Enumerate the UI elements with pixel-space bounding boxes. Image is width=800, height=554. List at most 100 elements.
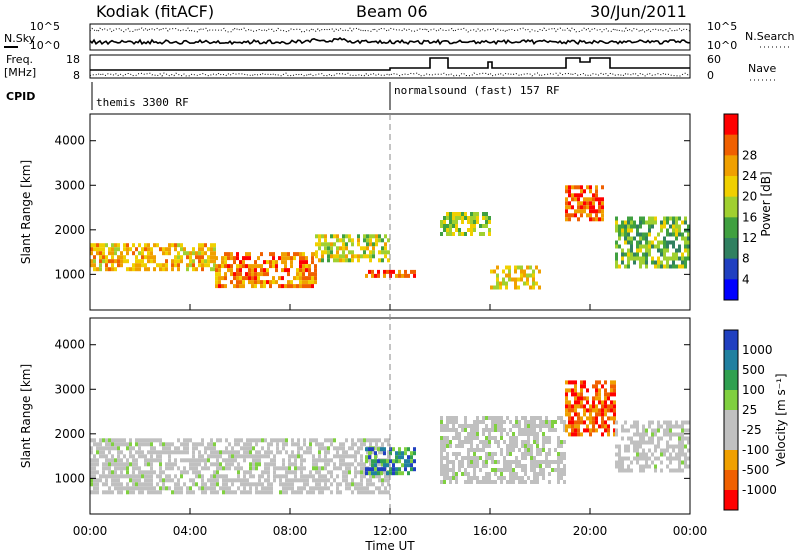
heatmap-cell [357,470,360,475]
heatmap-cell [654,468,657,473]
heatmap-cell [318,458,321,463]
heatmap-cell [449,220,452,224]
heatmap-cell [150,442,153,447]
heatmap-cell [524,420,527,424]
heatmap-cell [369,462,372,467]
heatmap-cell [105,490,108,495]
heatmap-cell [521,480,524,484]
heatmap-cell [150,454,153,459]
heatmap-cell [210,243,213,248]
heatmap-cell [192,259,195,264]
heatmap-cell [675,224,678,229]
heatmap-cell [126,486,129,491]
heatmap-cell [96,490,99,495]
nsearch-tick-top: 10^5 [707,20,737,33]
heatmap-cell [186,470,189,475]
heatmap-cell [251,284,254,289]
heatmap-cell [509,444,512,448]
heatmap-cell [150,458,153,463]
heatmap-cell [96,243,99,248]
heatmap-cell [669,436,672,441]
heatmap-cell [500,432,503,436]
heatmap-cell [452,232,455,236]
heatmap-cell [577,400,580,405]
heatmap-cell [318,242,321,247]
heatmap-cell [357,234,360,239]
heatmap-cell [303,442,306,447]
heatmap-cell [461,212,464,216]
heatmap-cell [482,428,485,432]
colorbar-tick: 16 [742,210,757,224]
heatmap-cell [627,252,630,257]
colorbar-segment [724,430,738,451]
cpid-segment-1: themis 3300 RF [96,96,189,109]
heatmap-cell [162,263,165,268]
heatmap-cell [108,486,111,491]
nsearch-label: N.Search [745,30,795,43]
heatmap-cell [533,428,536,432]
heatmap-cell [249,486,252,491]
heatmap-cell [93,486,96,491]
heatmap-cell [624,456,627,461]
heatmap-cell [198,470,201,475]
heatmap-cell [443,436,446,440]
heatmap-cell [96,462,99,467]
heatmap-cell [648,220,651,225]
heatmap-cell [482,476,485,480]
heatmap-cell [461,216,464,220]
heatmap-cell [305,268,308,273]
heatmap-cell [215,276,218,281]
heatmap-cell [90,462,93,467]
heatmap-cell [482,212,485,216]
heatmap-cell [586,201,589,206]
heatmap-cell [654,448,657,453]
heatmap-cell [613,384,616,389]
heatmap-cell [580,400,583,405]
heatmap-cell [482,216,485,220]
heatmap-cell [210,462,213,467]
heatmap-cell [363,486,366,491]
heatmap-cell [144,462,147,467]
heatmap-cell [651,256,654,261]
heatmap-cell [583,189,586,194]
heatmap-cell [294,462,297,467]
heatmap-cell [654,432,657,437]
heatmap-cell [183,247,186,252]
heatmap-cell [183,450,186,455]
heatmap-cell [273,466,276,471]
heatmap-cell [530,460,533,464]
heatmap-cell [568,412,571,417]
heatmap-cell [443,468,446,472]
heatmap-cell [236,268,239,273]
heatmap-cell [524,432,527,436]
heatmap-cell [526,265,529,270]
heatmap-cell [339,458,342,463]
heatmap-cell [669,264,672,269]
heatmap-cell [545,440,548,444]
heatmap-cell [407,471,410,476]
heatmap-cell [657,240,660,245]
heatmap-cell [147,478,150,483]
heatmap-cell [114,259,117,264]
heatmap-cell [645,460,648,465]
heatmap-cell [548,460,551,464]
heatmap-cell [111,267,114,272]
heatmap-cell [309,490,312,495]
heatmap-cell [660,436,663,441]
heatmap-cell [279,438,282,443]
nsearch-series [89,27,691,33]
heatmap-cell [565,428,568,433]
heatmap-cell [440,464,443,468]
heatmap-cell [254,284,257,289]
heatmap-cell [461,232,464,236]
heatmap-cell [592,217,595,222]
heatmap-cell [613,416,616,421]
heatmap-cell [123,454,126,459]
heatmap-cell [595,392,598,397]
heatmap-cell [363,474,366,479]
heatmap-cell [363,250,366,255]
heatmap-cell [654,244,657,249]
heatmap-cell [269,284,272,289]
heatmap-cell [563,420,566,424]
heatmap-cell [672,228,675,233]
